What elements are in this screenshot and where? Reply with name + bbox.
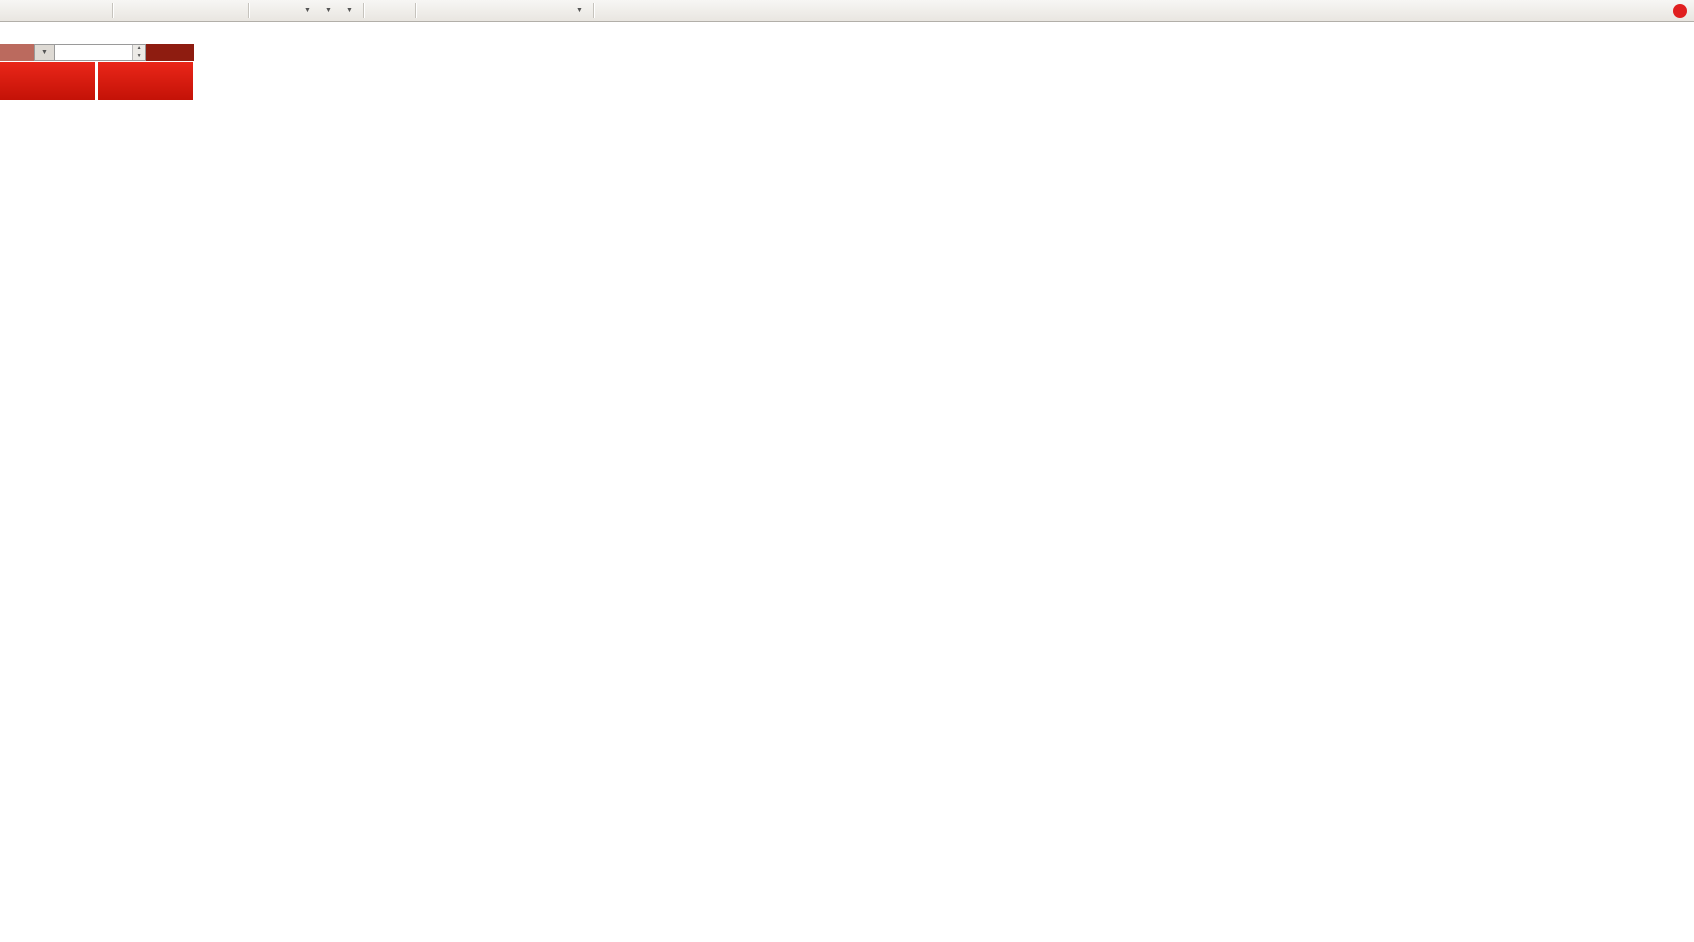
arrows-dropdown[interactable]: ▼ (568, 1, 589, 20)
text-label-button[interactable] (547, 1, 568, 20)
zoom-in-button[interactable] (181, 1, 202, 20)
bid-price-button[interactable] (0, 62, 95, 100)
search-button[interactable] (1647, 1, 1668, 20)
cursor-button[interactable] (369, 1, 390, 20)
new-order-button[interactable] (3, 1, 24, 20)
chevron-down-icon: ▼ (346, 7, 353, 14)
chevron-down-icon: ▼ (304, 7, 311, 14)
toolbar: ▼ ▼ ▼ ▼ (0, 0, 1694, 22)
line-chart-button[interactable] (160, 1, 181, 20)
chevron-down-icon: ▼ (576, 7, 583, 14)
volume-stepper[interactable]: ▲ ▼ (132, 45, 145, 60)
chevron-down-icon: ▼ (325, 7, 332, 14)
volume-preset-dropdown[interactable]: ▼ (34, 44, 55, 61)
toolbar-separator (593, 3, 595, 18)
templates-dropdown[interactable]: ▼ (338, 1, 359, 20)
buy-button[interactable] (146, 44, 194, 61)
time-axis[interactable] (0, 858, 1655, 876)
autotrading-button[interactable] (87, 1, 108, 20)
notification-badge[interactable] (1673, 3, 1687, 18)
bar-chart-button[interactable] (118, 1, 139, 20)
chart-shift-button[interactable] (275, 1, 296, 20)
vertical-line-button[interactable] (421, 1, 442, 20)
toolbar-separator (363, 3, 365, 18)
channel-button[interactable] (484, 1, 505, 20)
candlestick-chart-button[interactable] (139, 1, 160, 20)
navigator-button[interactable] (66, 1, 87, 20)
data-window-button[interactable] (45, 1, 66, 20)
trendline-button[interactable] (463, 1, 484, 20)
stepper-up-icon: ▲ (133, 45, 145, 53)
chevron-down-icon: ▼ (41, 49, 48, 56)
toolbar-separator (415, 3, 417, 18)
sell-button[interactable] (0, 44, 34, 61)
ask-price-button[interactable] (98, 62, 193, 100)
periods-dropdown[interactable]: ▼ (317, 1, 338, 20)
zoom-out-button[interactable] (202, 1, 223, 20)
tile-windows-button[interactable] (223, 1, 244, 20)
auto-scroll-button[interactable] (254, 1, 275, 20)
market-watch-button[interactable] (24, 1, 45, 20)
fibonacci-button[interactable] (505, 1, 526, 20)
horizontal-line-button[interactable] (442, 1, 463, 20)
one-click-trading-panel: ▼ ▲ ▼ (0, 44, 194, 100)
crosshair-button[interactable] (390, 1, 411, 20)
chart-title (4, 29, 10, 41)
stepper-down-icon: ▼ (133, 52, 145, 60)
text-button[interactable] (526, 1, 547, 20)
toolbar-separator (248, 3, 250, 18)
indicators-dropdown[interactable]: ▼ (296, 1, 317, 20)
volume-input[interactable] (55, 45, 133, 60)
toolbar-separator (112, 3, 114, 18)
